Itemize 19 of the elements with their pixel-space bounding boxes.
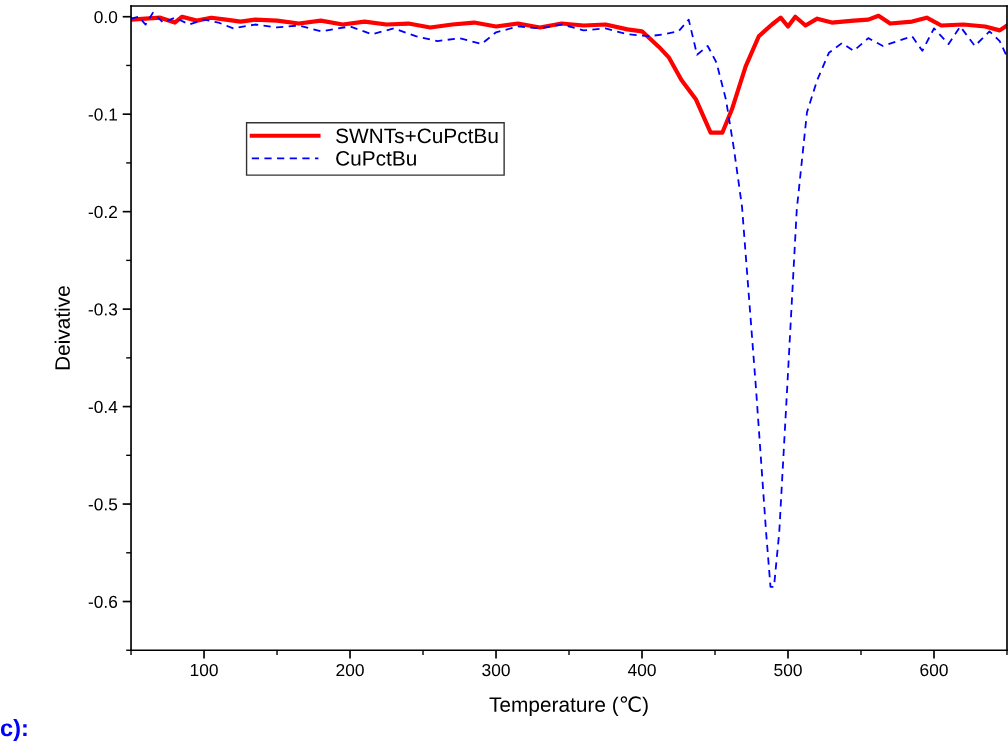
text: c):	[0, 718, 27, 741]
x-tick-label: 600	[920, 663, 948, 677]
x-tick-label: 400	[627, 663, 656, 677]
y-axis-title: Deivative	[54, 286, 70, 370]
legend-label: CuPctBu	[336, 151, 416, 166]
x-tick-label: 500	[774, 663, 802, 677]
y-tick-label: -0.6	[88, 595, 118, 608]
line-series	[131, 11, 1007, 588]
y-tick-label: -0.2	[88, 205, 117, 219]
x-axis-title: Temperature (℃)	[489, 696, 648, 717]
legend-label: SWNTs+CuPctBu	[336, 128, 498, 144]
y-tick-label: -0.4	[88, 400, 118, 414]
x-tick-label: 100	[190, 663, 218, 677]
x-tick-label: 300	[482, 663, 510, 677]
x-tick-label: 200	[336, 663, 364, 677]
y-tick-label: 0.0	[94, 10, 118, 24]
y-tick-label: -0.5	[88, 498, 118, 511]
y-tick-label: -0.3	[88, 303, 118, 316]
y-tick-label: -0.1	[88, 108, 117, 121]
